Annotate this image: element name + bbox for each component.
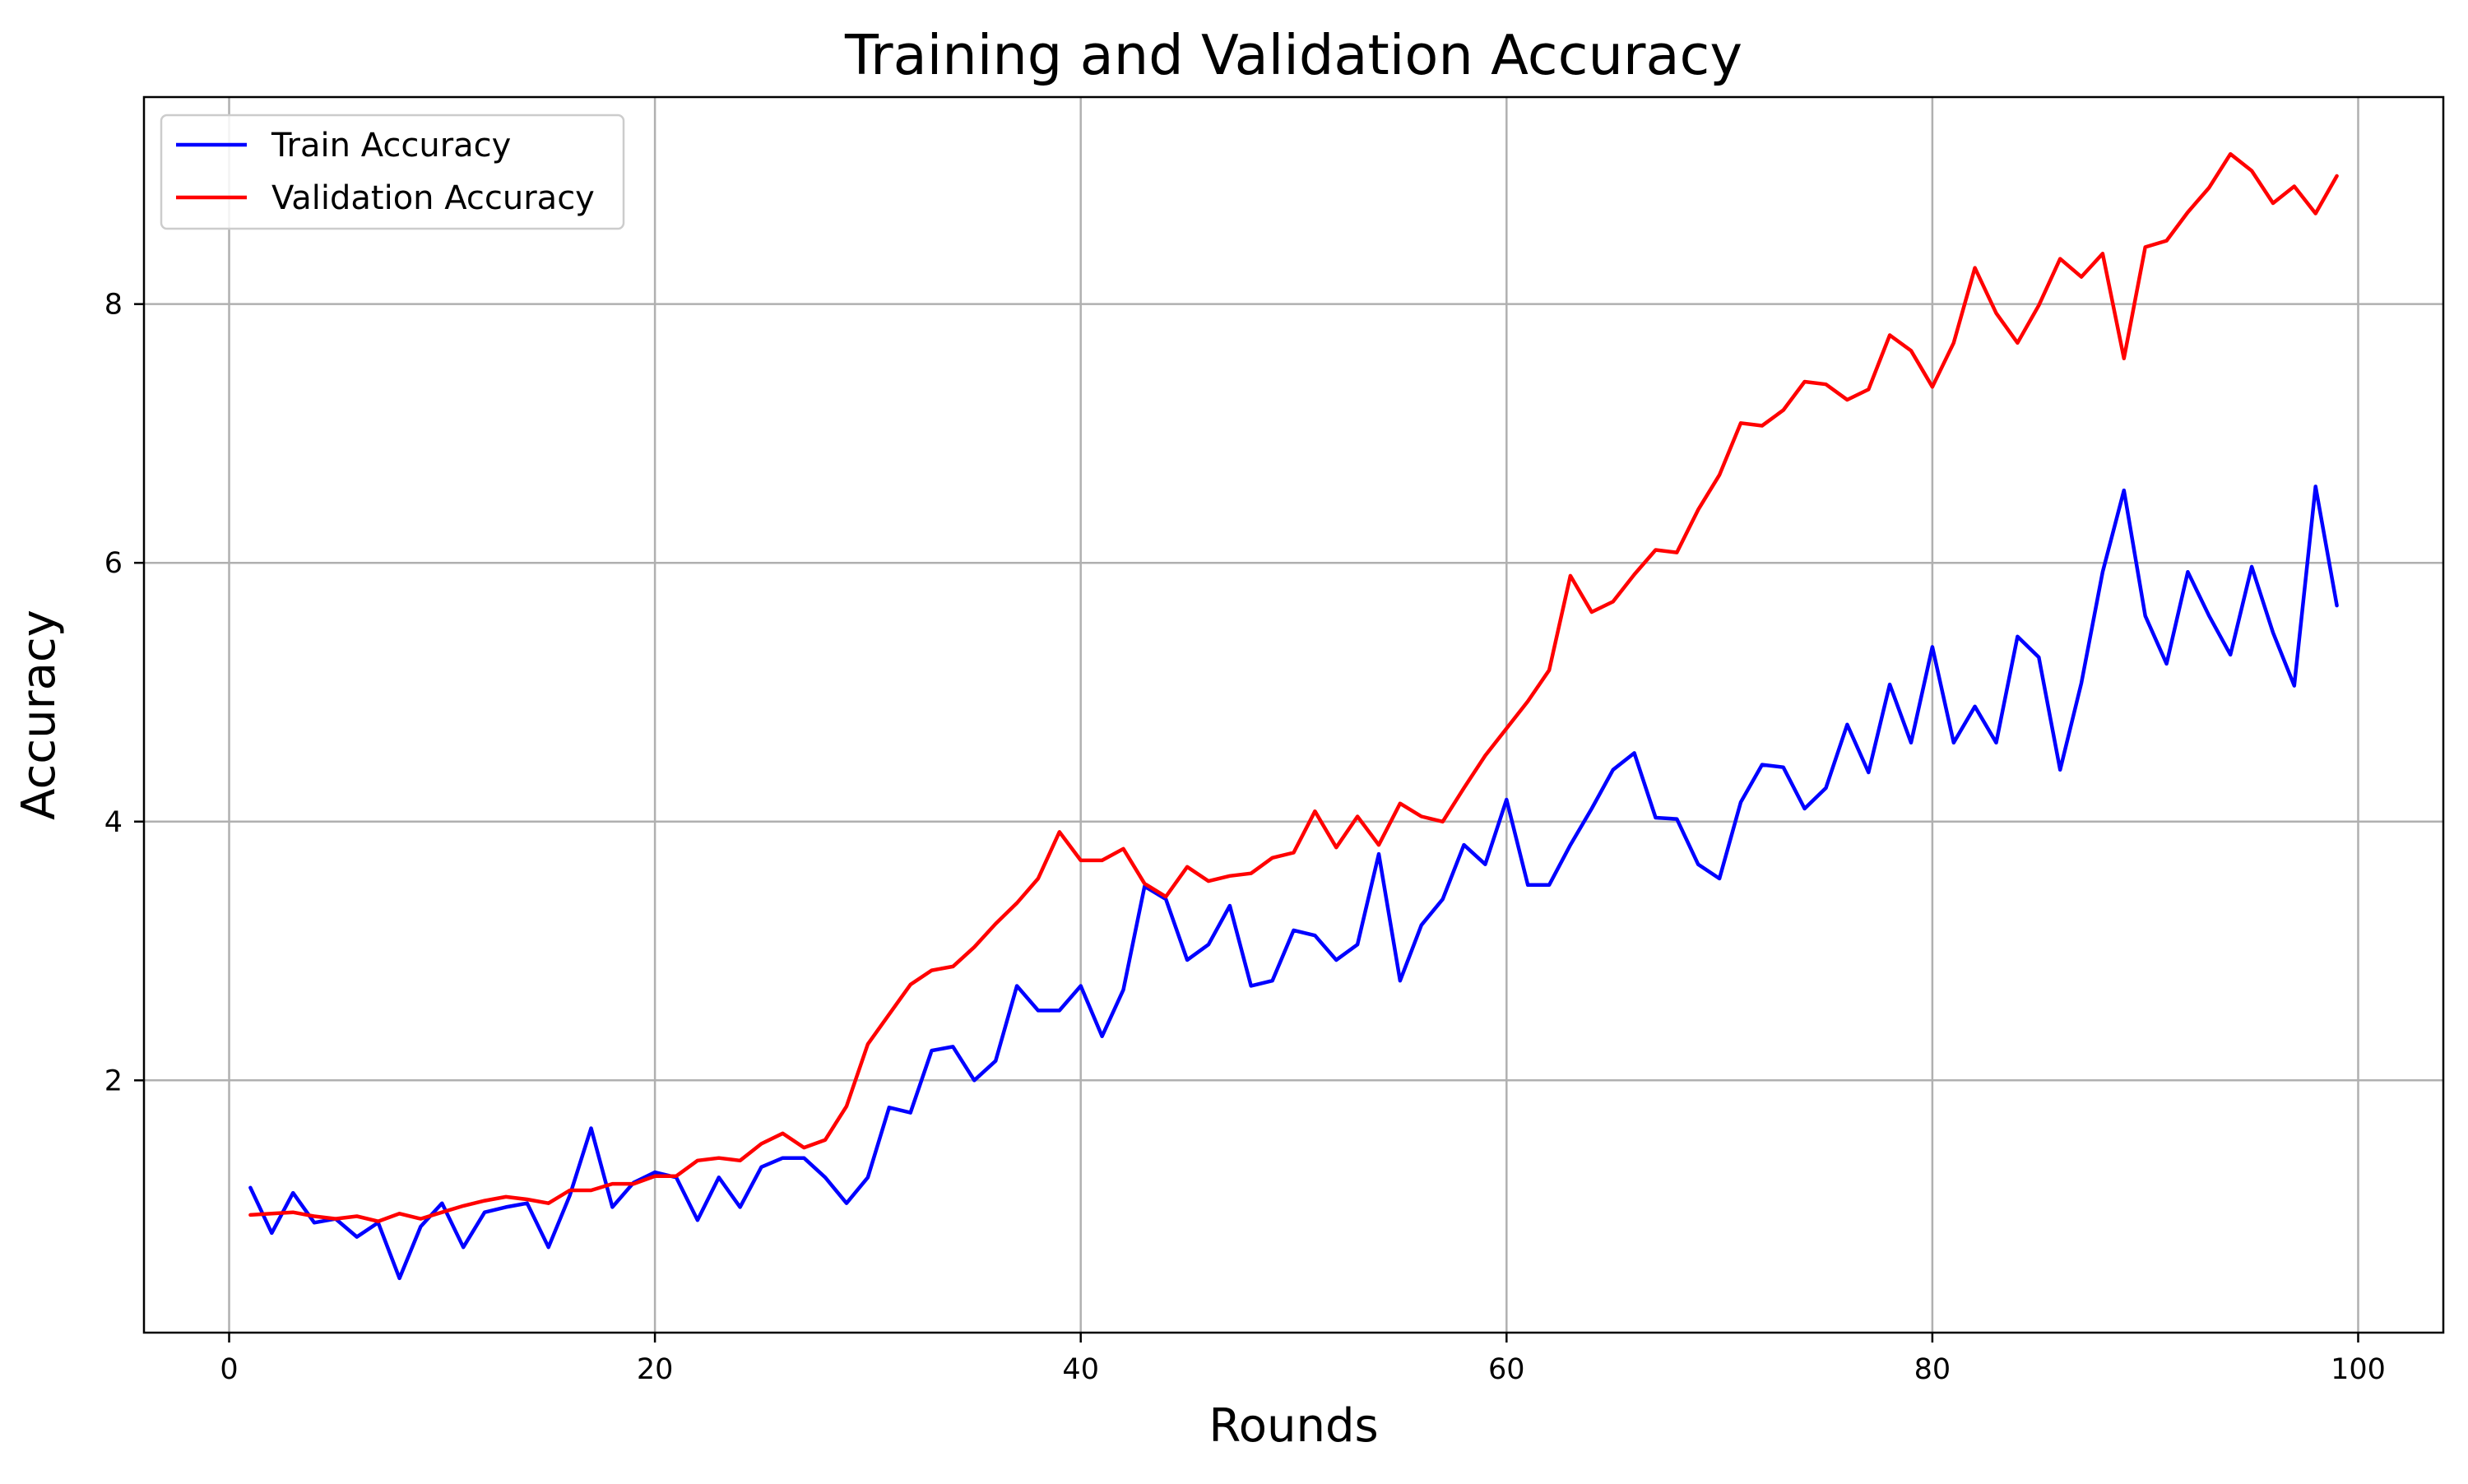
ticks-layer: 0 20 40 60 80 100 2 4 6 8 [104,289,2386,1386]
series-layer [248,151,2339,1281]
x-tick-label: 20 [637,1353,674,1386]
y-tick-label: 6 [104,547,123,580]
plot-frame [142,95,2445,1334]
x-tick-label: 0 [220,1353,238,1386]
x-axis-label: Rounds [1208,1399,1378,1453]
x-tick-label: 60 [1488,1353,1525,1386]
x-tick-label: 80 [1914,1353,1951,1386]
legend-label: Validation Accuracy [271,179,595,217]
legend-label: Train Accuracy [271,127,511,165]
chart-title: Training and Validation Accuracy [844,23,1742,87]
y-tick-label: 2 [104,1064,123,1097]
x-tick-label: 40 [1062,1353,1099,1386]
train-accuracy-line [248,485,2339,1281]
legend: Train Accuracy Validation Accuracy [160,114,625,230]
y-tick-label: 4 [104,806,123,839]
legend-box [160,114,625,230]
validation-accuracy-line [248,151,2339,1223]
x-tick-label: 100 [2331,1353,2386,1386]
grid-layer [144,97,2443,1333]
y-axis-label: Accuracy [12,610,66,820]
y-tick-label: 8 [104,289,123,322]
